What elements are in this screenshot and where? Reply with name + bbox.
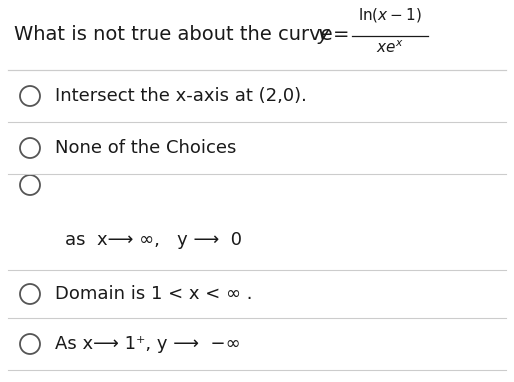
Text: Domain is 1 < x < ∞ .: Domain is 1 < x < ∞ . <box>55 285 252 303</box>
Text: None of the Choices: None of the Choices <box>55 139 236 157</box>
Text: $y=$: $y=$ <box>317 28 349 47</box>
Text: $\ln(x-1)$: $\ln(x-1)$ <box>358 6 422 24</box>
Text: Intersect the x-axis at (2,0).: Intersect the x-axis at (2,0). <box>55 87 307 105</box>
Text: What is not true about the curve: What is not true about the curve <box>14 26 345 44</box>
Text: As x⟶ 1⁺, y ⟶  −∞: As x⟶ 1⁺, y ⟶ −∞ <box>55 335 241 353</box>
Text: $xe^x$: $xe^x$ <box>376 39 404 56</box>
Text: as  x⟶ ∞,   y ⟶  0: as x⟶ ∞, y ⟶ 0 <box>65 231 242 249</box>
